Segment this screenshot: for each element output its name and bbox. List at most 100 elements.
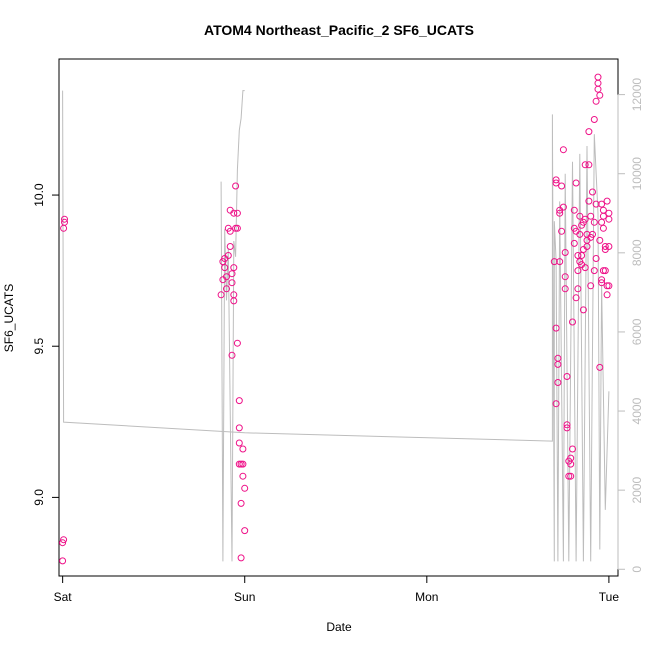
data-point — [598, 200, 606, 208]
data-point — [574, 285, 582, 293]
data-point — [558, 227, 566, 235]
altitude-line — [220, 90, 245, 562]
data-point — [228, 270, 236, 278]
y-axis: 9.0 9.5 10.0 — [32, 183, 60, 506]
data-point — [596, 236, 604, 244]
data-point — [598, 218, 606, 226]
data-point — [232, 182, 240, 190]
data-point — [605, 215, 613, 223]
data-point — [226, 227, 234, 235]
data-point — [230, 264, 238, 272]
data-point — [561, 249, 569, 256]
altitude-lines — [62, 90, 610, 562]
data-point — [552, 324, 560, 332]
data-point — [579, 218, 587, 226]
data-point — [587, 282, 595, 290]
plot-area — [58, 58, 619, 577]
data-point — [554, 354, 562, 362]
x-tick-label: Tue — [599, 590, 620, 604]
x-axis: Sat Sun Mon Tue — [54, 575, 620, 604]
data-point — [60, 224, 68, 232]
data-point — [592, 255, 600, 262]
data-point — [556, 258, 564, 266]
data-point — [605, 209, 613, 217]
data-point — [601, 243, 609, 250]
data-point — [589, 188, 596, 196]
data-point — [589, 230, 596, 238]
y-tick-label: 10.0 — [32, 183, 46, 207]
data-point — [223, 273, 230, 281]
data-point — [563, 373, 571, 380]
data-point — [563, 424, 571, 432]
data-point — [235, 439, 243, 447]
data-point — [599, 267, 607, 275]
data-point — [241, 527, 249, 535]
data-point — [60, 536, 68, 544]
data-point — [594, 79, 602, 87]
data-point — [237, 554, 245, 562]
data-point — [235, 424, 243, 432]
data-point — [599, 224, 607, 232]
data-point — [590, 218, 598, 226]
data-point — [590, 116, 598, 123]
data-point — [241, 484, 249, 492]
data-point — [239, 460, 247, 468]
data-point — [576, 230, 584, 238]
data-point — [233, 209, 241, 217]
data-points — [59, 73, 613, 565]
data-point — [237, 499, 245, 507]
data-point — [223, 285, 230, 293]
data-point — [552, 400, 560, 408]
x-tick-label: Sun — [234, 590, 255, 604]
data-point — [569, 445, 576, 453]
data-point — [598, 276, 606, 284]
altitude-line — [62, 90, 610, 562]
data-point — [554, 379, 562, 386]
data-point — [230, 297, 238, 305]
data-point — [590, 267, 598, 275]
data-point — [239, 445, 247, 453]
data-point — [565, 472, 573, 480]
data-point — [596, 91, 604, 99]
chart-title: ATOM4 Northeast_Pacific_2 SF6_UCATS — [204, 22, 474, 38]
y2-tick-label: 10000 — [630, 157, 644, 191]
data-point — [561, 273, 569, 281]
y-axis-label: SF6_UCATS — [2, 284, 16, 352]
y2-tick-label: 8000 — [630, 239, 644, 266]
data-point — [579, 306, 587, 314]
data-point — [226, 243, 234, 250]
data-point — [561, 285, 569, 293]
data-point — [559, 203, 567, 211]
y-tick-label: 9.5 — [32, 338, 46, 355]
x-tick-label: Sat — [54, 590, 73, 604]
data-point — [228, 351, 236, 359]
data-point — [552, 176, 560, 184]
y2-tick-label: 6000 — [630, 318, 644, 345]
data-point — [574, 252, 582, 259]
data-point — [554, 360, 562, 368]
data-point — [599, 206, 607, 214]
data-point — [228, 279, 236, 287]
data-point — [59, 539, 67, 547]
y-tick-label: 9.0 — [32, 489, 46, 506]
data-point — [556, 209, 564, 217]
data-point — [233, 339, 241, 347]
data-point — [230, 209, 238, 217]
data-point — [59, 557, 67, 565]
data-point — [594, 73, 602, 81]
data-point — [558, 182, 566, 190]
data-point — [596, 363, 604, 371]
data-point — [576, 212, 584, 220]
data-point — [224, 252, 232, 259]
y2-tick-label: 12000 — [630, 78, 644, 112]
data-point — [599, 212, 607, 220]
data-point — [550, 258, 558, 266]
data-point — [239, 472, 247, 480]
data-point — [574, 267, 582, 275]
data-point — [61, 215, 68, 223]
data-point — [217, 291, 225, 299]
data-point — [605, 282, 613, 290]
data-point — [598, 279, 606, 287]
data-point — [594, 85, 602, 93]
